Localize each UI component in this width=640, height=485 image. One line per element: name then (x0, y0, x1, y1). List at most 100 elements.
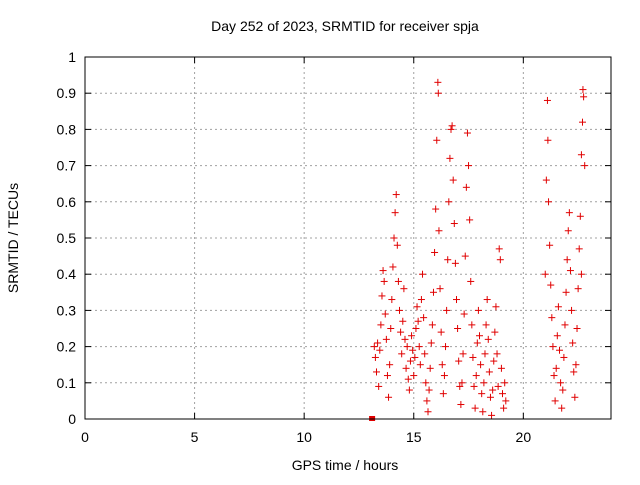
data-point (372, 368, 380, 376)
data-point (552, 364, 560, 372)
data-point (473, 339, 481, 347)
data-point (443, 306, 451, 314)
y-tick-label: 0.5 (57, 230, 77, 246)
data-point (565, 209, 573, 217)
data-point (472, 372, 480, 380)
data-point (457, 401, 465, 409)
data-point (566, 267, 574, 275)
y-tick-label: 0.1 (57, 375, 77, 391)
data-point (481, 350, 489, 358)
axis-ticks: 00.10.20.30.40.50.60.70.80.910 5 10 15 20 (57, 49, 611, 445)
data-point (397, 328, 405, 336)
data-point (412, 325, 420, 332)
data-point (396, 306, 404, 314)
data-point (379, 267, 387, 275)
y-tick-label: 0.2 (57, 339, 77, 355)
y-tick-label: 0.8 (57, 121, 77, 137)
data-point (460, 310, 468, 318)
data-point (545, 198, 553, 206)
data-point (398, 350, 406, 358)
data-point (437, 328, 445, 336)
y-tick-label: 0.4 (57, 266, 77, 282)
data-point (483, 296, 491, 304)
data-point (422, 379, 430, 387)
data-point (377, 321, 385, 329)
data-point (482, 321, 490, 329)
data-point (553, 332, 561, 340)
y-tick-label: 0.9 (57, 85, 77, 101)
data-point (374, 339, 382, 347)
data-point (442, 343, 450, 351)
data-point (454, 325, 462, 332)
data-point (435, 227, 443, 235)
data-point (433, 136, 441, 144)
data-point (497, 364, 505, 372)
data-point (455, 357, 463, 365)
data-point (555, 346, 563, 354)
data-point (423, 397, 431, 405)
y-tick-label: 0 (68, 411, 76, 427)
y-tick-label: 0.7 (57, 158, 77, 174)
data-point (570, 368, 578, 376)
data-point (495, 245, 503, 253)
data-point (386, 361, 394, 369)
data-point (569, 339, 577, 347)
data-point (467, 277, 475, 285)
data-point (542, 176, 550, 184)
data-point (474, 306, 482, 314)
data-point (544, 136, 552, 144)
data-point (376, 346, 384, 354)
data-point (439, 390, 447, 398)
data-point (576, 212, 584, 220)
data-point (428, 321, 436, 329)
data-point (548, 314, 556, 322)
data-point (577, 151, 585, 159)
data-point (405, 386, 413, 394)
data-point (427, 339, 435, 347)
data-point (501, 379, 509, 387)
data-point (393, 241, 401, 249)
data-point (448, 122, 456, 130)
data-point (560, 353, 568, 361)
data-point (554, 303, 562, 311)
data-point (541, 270, 549, 278)
data-point (431, 248, 439, 256)
data-point (392, 191, 400, 199)
data-point (494, 382, 502, 390)
data-point (485, 368, 493, 376)
data-point (449, 176, 457, 184)
data-point (387, 325, 395, 332)
data-point (459, 350, 467, 358)
data-point (477, 361, 485, 369)
data-point (389, 263, 397, 271)
data-point (558, 404, 566, 412)
data-point (550, 372, 558, 380)
data-point (380, 277, 388, 285)
y-axis-label: SRMTID / TECUs (5, 183, 21, 293)
data-point (385, 393, 393, 401)
data-point (403, 343, 411, 351)
data-point (499, 390, 507, 398)
data-point (424, 408, 432, 416)
data-point (557, 379, 565, 387)
x-tick-label: 20 (516, 429, 532, 445)
data-point (446, 154, 454, 162)
data-point (549, 343, 557, 351)
data-point (450, 220, 458, 228)
x-tick-label: 15 (406, 429, 422, 445)
data-point (546, 241, 554, 249)
data-point (543, 96, 551, 104)
data-point (416, 361, 424, 369)
data-point (496, 256, 504, 264)
data-point (440, 372, 448, 380)
data-point (429, 288, 437, 296)
data-point (500, 404, 508, 412)
data-point (410, 372, 418, 380)
data-point (399, 317, 407, 325)
data-point (402, 364, 410, 372)
data-point (480, 379, 488, 387)
data-point (577, 270, 585, 278)
data-point (563, 256, 571, 264)
plot-frame (84, 56, 612, 420)
